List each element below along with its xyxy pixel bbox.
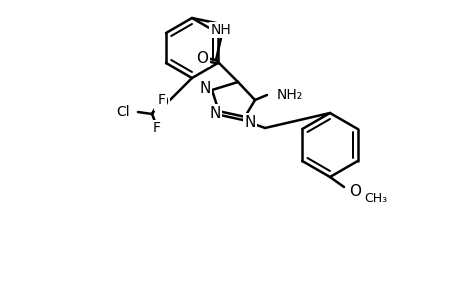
Text: O: O xyxy=(156,94,168,110)
Text: F: F xyxy=(153,121,161,135)
Text: O: O xyxy=(196,50,207,65)
Text: Cl: Cl xyxy=(116,105,130,119)
Text: N: N xyxy=(199,80,210,95)
Text: NH: NH xyxy=(210,23,231,37)
Text: CH₃: CH₃ xyxy=(363,193,386,206)
Text: F: F xyxy=(157,93,166,107)
Text: N: N xyxy=(209,106,220,121)
Text: O: O xyxy=(348,184,360,199)
Text: N: N xyxy=(244,115,255,130)
Text: NH₂: NH₂ xyxy=(276,88,302,102)
